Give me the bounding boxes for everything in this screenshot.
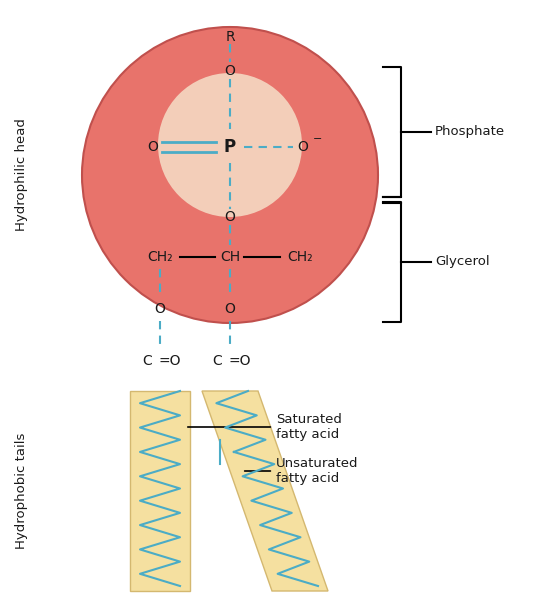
Text: C: C (142, 354, 152, 368)
Circle shape (158, 73, 302, 217)
Text: Saturated
fatty acid: Saturated fatty acid (188, 413, 342, 441)
Text: Unsaturated
fatty acid: Unsaturated fatty acid (245, 457, 358, 485)
Text: =O: =O (158, 354, 181, 368)
Text: O: O (225, 302, 236, 316)
Text: O: O (225, 64, 236, 78)
Text: CH: CH (220, 250, 240, 264)
Text: CH₂: CH₂ (287, 250, 313, 264)
Text: Hydrophobic tails: Hydrophobic tails (15, 433, 28, 549)
Text: CH₂: CH₂ (147, 250, 173, 264)
Text: Glycerol: Glycerol (435, 255, 490, 268)
Text: −: − (313, 134, 323, 144)
Text: O: O (154, 302, 165, 316)
Text: O: O (225, 210, 236, 224)
Text: P: P (224, 138, 236, 156)
Text: R: R (225, 30, 235, 44)
Text: Phosphate: Phosphate (435, 125, 505, 139)
Text: C: C (212, 354, 222, 368)
Polygon shape (202, 391, 328, 591)
Circle shape (82, 27, 378, 323)
Bar (130, 391, 190, 591)
Text: =O: =O (228, 354, 250, 368)
Text: O: O (147, 140, 158, 154)
Text: O: O (297, 140, 308, 154)
Text: Hydrophilic head: Hydrophilic head (15, 119, 28, 232)
